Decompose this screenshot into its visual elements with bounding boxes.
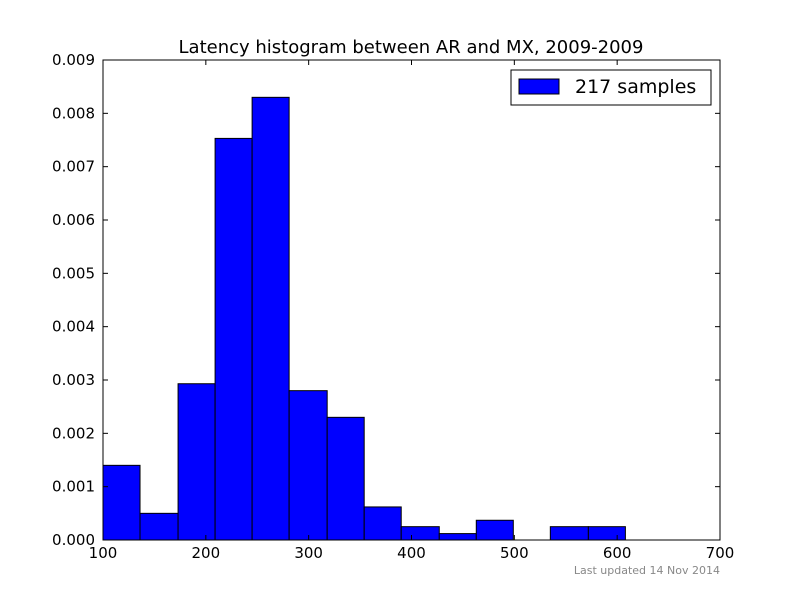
last-updated-note: Last updated 14 Nov 2014	[574, 564, 720, 577]
legend-label: 217 samples	[575, 76, 696, 98]
histogram-bar-8	[400, 526, 440, 541]
x-tick-label: 200	[192, 544, 221, 562]
histogram-bar-2	[177, 383, 216, 541]
histogram-bar-13	[587, 526, 626, 541]
histogram-bar-9	[438, 533, 477, 541]
x-tick-label: 400	[397, 544, 426, 562]
chart-title: Latency histogram between AR and MX, 200…	[179, 37, 644, 58]
histogram-bar-6	[326, 416, 365, 541]
x-tick-label: 100	[89, 544, 118, 562]
y-tick-label: 0.005	[52, 264, 95, 282]
y-tick-label: 0.007	[52, 158, 95, 176]
x-tick-label: 300	[294, 544, 323, 562]
histogram-bar-5	[288, 390, 328, 541]
histogram-bar-4	[251, 96, 290, 541]
bars-group	[102, 96, 626, 541]
legend-swatch	[518, 78, 560, 95]
histogram-bar-3	[214, 137, 253, 541]
histogram-bar-0	[102, 464, 141, 541]
y-tick-label: 0.004	[52, 318, 95, 336]
y-tick-label: 0.000	[52, 531, 95, 549]
y-tick-label: 0.008	[52, 104, 95, 122]
y-tick-label: 0.003	[52, 371, 95, 389]
histogram-bar-1	[139, 512, 179, 541]
y-tick-label: 0.006	[52, 211, 95, 229]
y-tick-label: 0.001	[52, 478, 95, 496]
histogram-bar-12	[549, 526, 589, 541]
x-tick-label: 600	[603, 544, 632, 562]
histogram-bar-10	[475, 519, 514, 541]
ticks-group: 100 200 300 400 500 600 700 0.000 0.001 0.002 0.00…	[52, 51, 734, 562]
x-tick-label: 700	[706, 544, 735, 562]
legend: 217 samples	[510, 69, 712, 106]
y-tick-label: 0.009	[52, 51, 95, 69]
histogram-bar-7	[363, 506, 402, 541]
x-tick-label: 500	[500, 544, 529, 562]
y-tick-label: 0.002	[52, 424, 95, 442]
